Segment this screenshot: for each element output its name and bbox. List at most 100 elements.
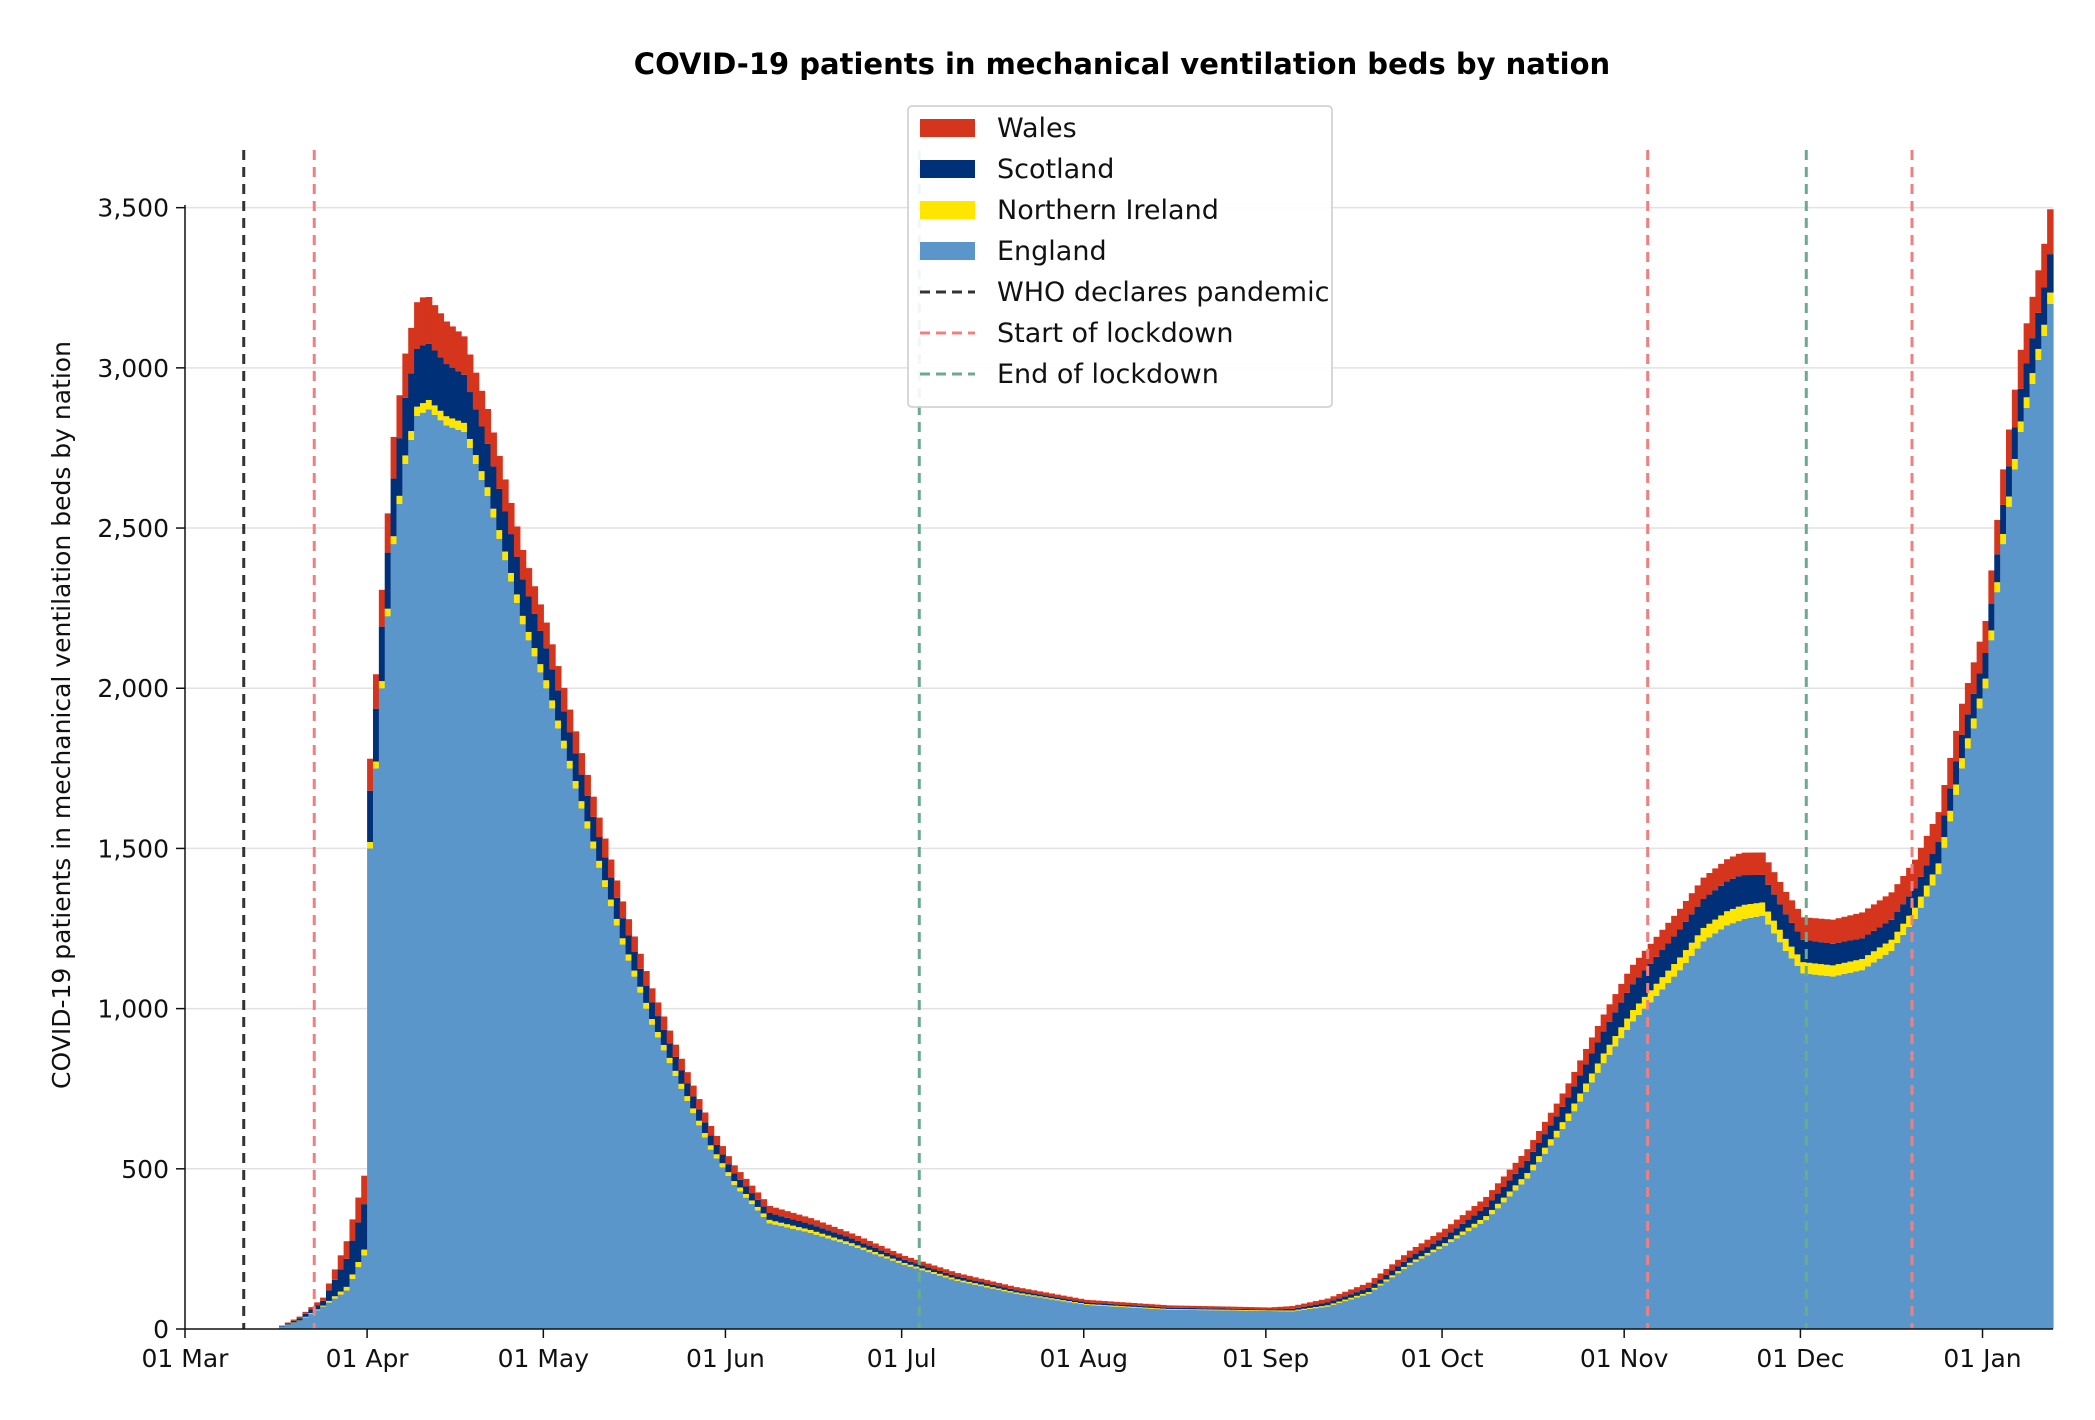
bar-segment	[396, 504, 403, 1329]
bar-segment	[1077, 1304, 1085, 1329]
bar-segment	[707, 1145, 715, 1150]
bar-segment	[1494, 1193, 1502, 1204]
bar-segment	[613, 897, 621, 919]
bar-segment	[1312, 1301, 1320, 1305]
bar-segment	[461, 431, 468, 1329]
bar-segment	[1101, 1303, 1108, 1306]
bar-segment	[1036, 1297, 1044, 1329]
bar-segment	[1953, 794, 1960, 1329]
bar-segment	[1976, 708, 1984, 1329]
bar-segment	[1571, 1071, 1578, 1087]
bar-segment	[1947, 788, 1954, 811]
bar-segment	[807, 1232, 815, 1329]
bar-segment	[455, 331, 462, 372]
bar-segment	[414, 302, 421, 349]
bar-segment	[1583, 1083, 1590, 1092]
bar-segment	[790, 1225, 797, 1229]
bar-segment	[1912, 859, 1919, 889]
bar-segment	[801, 1216, 809, 1223]
bar-segment	[1594, 1072, 1602, 1329]
bar-segment	[1330, 1303, 1337, 1305]
bar-segment	[1077, 1298, 1085, 1302]
bar-segment	[1541, 1121, 1549, 1135]
bar-segment	[1624, 1029, 1631, 1329]
bar-segment	[1212, 1308, 1220, 1310]
bar-segment	[396, 438, 403, 496]
bar-segment	[1688, 914, 1696, 943]
bar-segment	[1189, 1308, 1196, 1310]
bar-segment	[1982, 678, 1989, 689]
bar-segment	[1917, 847, 1925, 877]
bar-segment	[1565, 1097, 1572, 1114]
bar-segment	[402, 397, 409, 456]
bar-segment	[942, 1275, 950, 1278]
bar-segment	[1577, 1075, 1584, 1094]
bar-segment	[1753, 903, 1760, 917]
bar-segment	[778, 1209, 785, 1217]
bar-segment	[361, 1175, 368, 1205]
bar-segment	[596, 860, 603, 868]
bar-segment	[1741, 852, 1749, 876]
bar-segment	[325, 1290, 333, 1301]
bar-segment	[825, 1238, 832, 1329]
bar-segment	[290, 1319, 298, 1321]
bar-segment	[931, 1273, 938, 1329]
bar-segment	[1618, 1038, 1625, 1329]
bar-segment	[1330, 1300, 1337, 1304]
bar-segment	[1077, 1303, 1085, 1305]
bar-segment	[1888, 919, 1895, 940]
bar-segment	[466, 447, 474, 1329]
bar-segment	[978, 1284, 985, 1287]
bar-segment	[1788, 958, 1796, 1329]
bar-segment	[1060, 1298, 1067, 1301]
bar-segment	[1747, 904, 1755, 918]
bar-segment	[1083, 1302, 1091, 1305]
bar-segment	[1095, 1300, 1102, 1304]
bar-segment	[1600, 1014, 1608, 1032]
bar-segment	[1806, 940, 1813, 963]
bar-segment	[1841, 962, 1849, 975]
bar-segment	[560, 740, 568, 749]
bar-segment	[1019, 1293, 1026, 1295]
bar-segment	[848, 1238, 856, 1244]
bar-segment	[825, 1224, 832, 1231]
bar-segment	[496, 488, 503, 531]
bar-segment	[484, 487, 492, 497]
bar-segment	[1847, 915, 1854, 941]
bar-segment	[719, 1154, 727, 1164]
bar-segment	[1224, 1306, 1232, 1309]
bar-segment	[696, 1099, 703, 1110]
bar-segment	[1594, 1063, 1602, 1073]
bar-segment	[1142, 1307, 1149, 1309]
bar-segment	[1665, 922, 1672, 944]
bar-segment	[778, 1226, 785, 1329]
bar-segment	[355, 1197, 362, 1223]
bar-segment	[649, 1024, 656, 1329]
bar-segment	[390, 436, 398, 479]
bar-segment	[1030, 1290, 1038, 1294]
bar-segment	[995, 1289, 1003, 1329]
bar-segment	[466, 392, 474, 439]
bar-segment	[1424, 1239, 1431, 1248]
bar-segment	[1054, 1300, 1061, 1329]
bar-segment	[1183, 1309, 1191, 1329]
bar-segment	[1653, 956, 1661, 984]
bar-segment	[1818, 964, 1825, 976]
bar-segment	[1271, 1307, 1279, 1310]
bar-segment	[1518, 1167, 1525, 1180]
x-tick-label: 01 Dec	[1756, 1344, 1844, 1373]
bar-segment	[1001, 1289, 1008, 1292]
bar-segment	[1859, 970, 1866, 1329]
y-tick-label: 0	[153, 1315, 169, 1344]
bar-segment	[1377, 1283, 1384, 1286]
bar-segment	[983, 1287, 991, 1329]
bar-segment	[378, 681, 386, 689]
bar-segment	[2029, 338, 2036, 374]
bar-segment	[619, 918, 627, 939]
bar-segment	[1218, 1310, 1226, 1329]
bar-segment	[1530, 1170, 1537, 1329]
bar-segment	[461, 422, 468, 432]
bar-segment	[895, 1253, 903, 1258]
bar-segment	[625, 960, 633, 1329]
bar-segment	[1400, 1269, 1408, 1329]
